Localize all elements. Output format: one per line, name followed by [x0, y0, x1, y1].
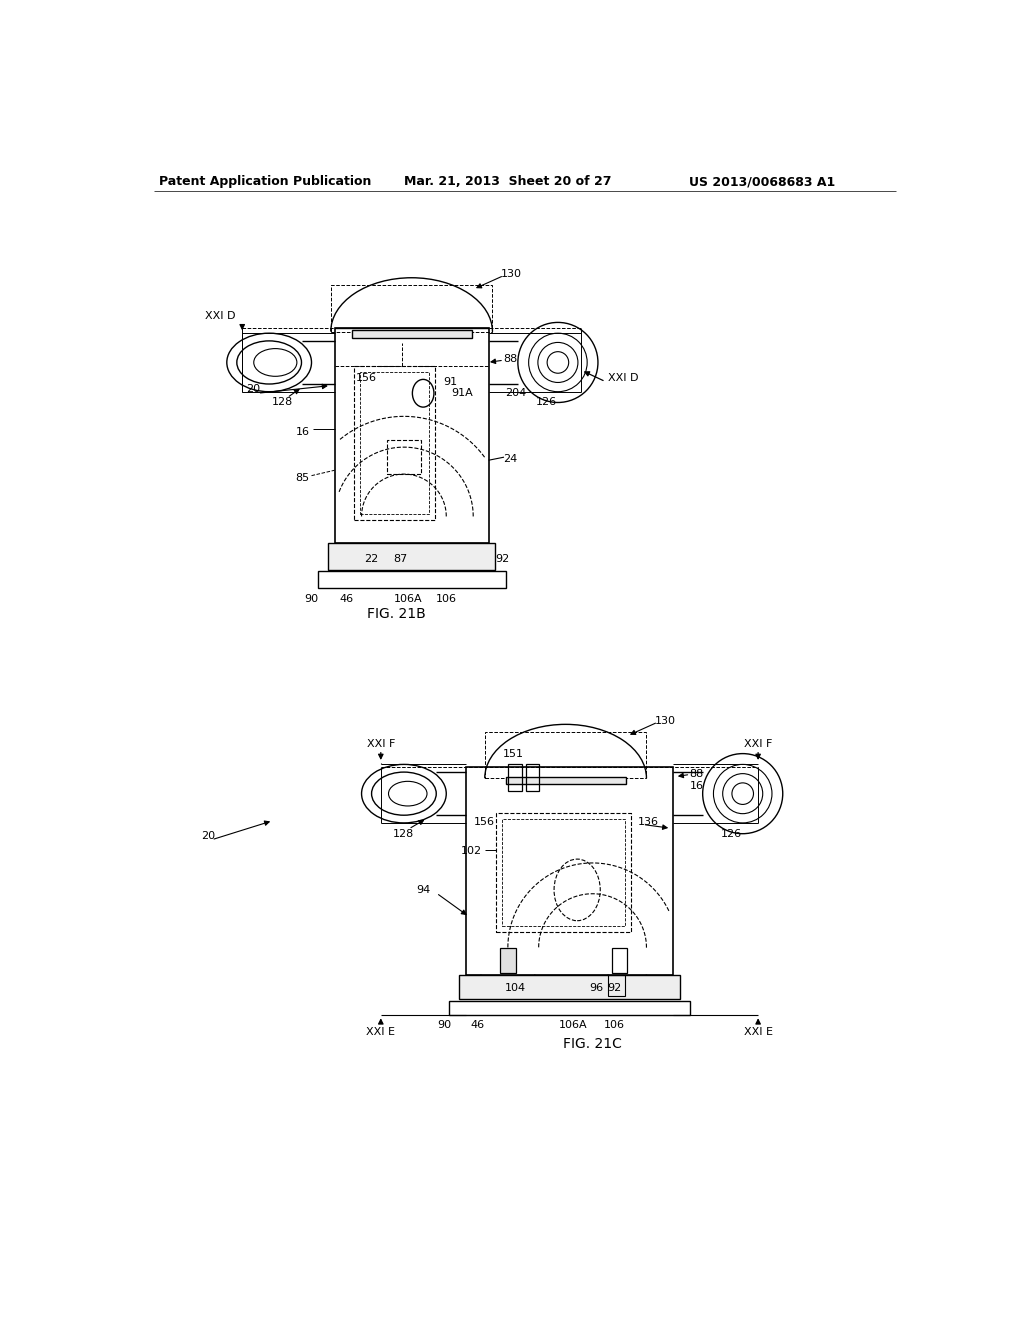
Text: 156: 156	[355, 372, 377, 383]
Text: 96: 96	[590, 983, 603, 994]
Text: 128: 128	[271, 397, 293, 408]
Text: Mar. 21, 2013  Sheet 20 of 27: Mar. 21, 2013 Sheet 20 of 27	[404, 176, 611, 187]
Text: XXI E: XXI E	[743, 1027, 773, 1038]
Text: 106A: 106A	[393, 594, 422, 603]
Bar	[360, 372, 429, 515]
Text: 16: 16	[689, 781, 703, 791]
Text: 104: 104	[505, 983, 526, 994]
Text: 130: 130	[501, 269, 522, 279]
Text: 20: 20	[246, 384, 260, 395]
Text: 46: 46	[339, 594, 353, 603]
Bar	[497, 813, 631, 932]
Bar	[387, 441, 421, 474]
Text: 87: 87	[393, 554, 408, 564]
Text: 204: 204	[505, 388, 526, 399]
Text: 126: 126	[721, 829, 741, 838]
Text: 16: 16	[296, 426, 310, 437]
Text: 106A: 106A	[559, 1019, 588, 1030]
Text: 91: 91	[443, 376, 457, 387]
Text: 91A: 91A	[451, 388, 472, 399]
Bar	[351, 330, 472, 338]
Text: 156: 156	[474, 817, 495, 828]
Bar	[500, 949, 515, 973]
Text: 88: 88	[503, 354, 517, 363]
Bar	[462, 544, 483, 566]
Text: XXI E: XXI E	[367, 1027, 395, 1038]
Bar	[449, 1001, 690, 1015]
Text: XXI D: XXI D	[206, 312, 236, 321]
Text: FIG. 21B: FIG. 21B	[367, 607, 426, 622]
Text: 151: 151	[503, 750, 523, 759]
Bar	[466, 767, 674, 974]
Text: 136: 136	[638, 817, 658, 828]
Text: XXI D: XXI D	[608, 372, 638, 383]
Bar	[508, 764, 521, 792]
Text: 106: 106	[436, 594, 457, 603]
Bar	[525, 764, 540, 792]
Text: 128: 128	[393, 829, 415, 838]
Text: 85: 85	[295, 473, 309, 483]
Text: 90: 90	[304, 594, 318, 603]
Bar	[331, 285, 493, 331]
Bar	[611, 949, 628, 973]
Bar	[503, 818, 625, 927]
Text: 22: 22	[365, 554, 379, 564]
Text: Patent Application Publication: Patent Application Publication	[159, 176, 372, 187]
Text: 90: 90	[437, 1019, 451, 1030]
Text: FIG. 21C: FIG. 21C	[563, 1038, 622, 1051]
Text: 46: 46	[470, 1019, 484, 1030]
Text: XXI F: XXI F	[743, 739, 772, 748]
Text: 88: 88	[689, 770, 703, 779]
Bar	[335, 327, 488, 544]
Text: 102: 102	[462, 846, 482, 857]
Bar	[608, 974, 625, 997]
Text: 92: 92	[607, 983, 622, 994]
Text: XXI F: XXI F	[367, 739, 395, 748]
Bar	[317, 572, 506, 589]
Text: 94: 94	[417, 884, 431, 895]
Text: 106: 106	[603, 1019, 625, 1030]
Bar	[354, 367, 435, 520]
Text: 130: 130	[655, 715, 676, 726]
Text: 24: 24	[503, 454, 517, 463]
Bar	[460, 974, 680, 999]
Text: 20: 20	[202, 832, 215, 841]
Bar	[506, 776, 626, 784]
Bar	[484, 733, 646, 779]
Text: US 2013/0068683 A1: US 2013/0068683 A1	[689, 176, 836, 187]
Text: 126: 126	[536, 397, 557, 408]
Text: 92: 92	[496, 554, 510, 564]
Bar	[329, 544, 495, 570]
